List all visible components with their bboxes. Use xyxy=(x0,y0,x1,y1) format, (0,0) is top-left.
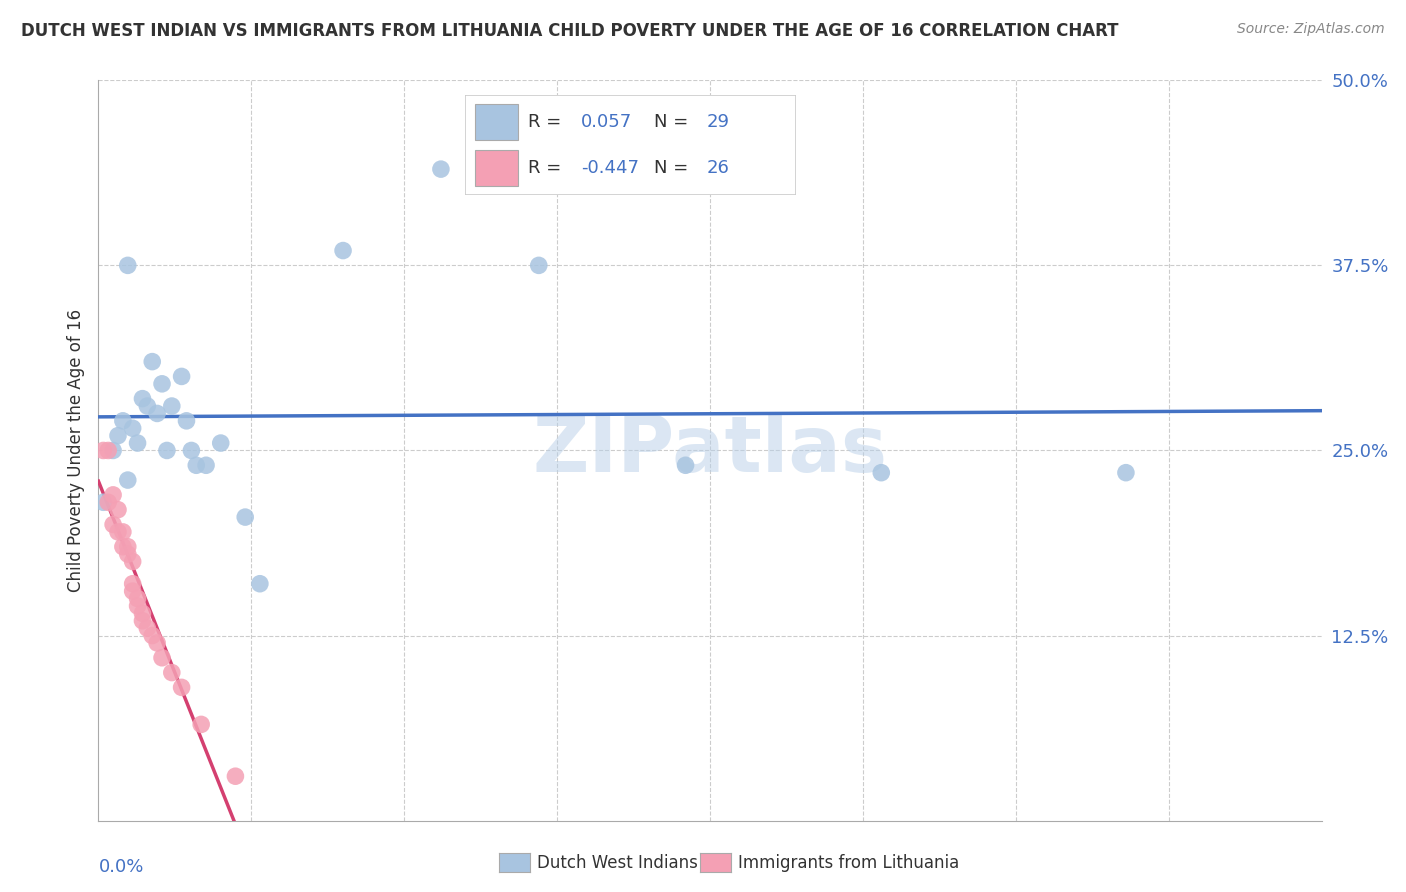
Point xyxy=(195,458,218,473)
Point xyxy=(101,488,124,502)
Point xyxy=(136,399,159,413)
Point xyxy=(91,443,114,458)
Point xyxy=(101,443,124,458)
Point xyxy=(190,717,212,731)
Point xyxy=(150,650,173,665)
Point xyxy=(141,354,163,368)
Text: 0.0%: 0.0% xyxy=(98,858,143,876)
Point xyxy=(107,524,129,539)
Point xyxy=(121,576,143,591)
Point xyxy=(160,665,183,680)
Point xyxy=(180,443,202,458)
Point xyxy=(170,369,193,384)
Text: ZIPatlas: ZIPatlas xyxy=(533,412,887,489)
Text: Immigrants from Lithuania: Immigrants from Lithuania xyxy=(738,854,959,871)
Point xyxy=(107,502,129,516)
Y-axis label: Child Poverty Under the Age of 16: Child Poverty Under the Age of 16 xyxy=(66,309,84,592)
Point xyxy=(675,458,697,473)
Point xyxy=(127,599,149,613)
Point xyxy=(131,607,153,621)
Point xyxy=(101,517,124,532)
Point xyxy=(332,244,354,258)
Point xyxy=(127,436,149,450)
Point xyxy=(131,392,153,406)
Point xyxy=(870,466,893,480)
Point xyxy=(209,436,232,450)
Point xyxy=(121,584,143,599)
Point xyxy=(117,259,139,273)
Point xyxy=(117,540,139,554)
Point xyxy=(430,162,453,177)
Point xyxy=(97,495,120,509)
Point xyxy=(249,576,271,591)
Point xyxy=(127,591,149,606)
Point xyxy=(186,458,208,473)
Text: Dutch West Indians: Dutch West Indians xyxy=(537,854,697,871)
Point xyxy=(117,473,139,487)
Point xyxy=(146,636,169,650)
Point xyxy=(107,428,129,442)
Point xyxy=(141,628,163,642)
Point xyxy=(121,555,143,569)
Point xyxy=(111,414,134,428)
Point xyxy=(170,681,193,695)
Text: Source: ZipAtlas.com: Source: ZipAtlas.com xyxy=(1237,22,1385,37)
Point xyxy=(121,421,143,435)
Point xyxy=(117,547,139,561)
Point xyxy=(224,769,246,783)
Point xyxy=(1115,466,1137,480)
Point xyxy=(527,259,550,273)
Point xyxy=(111,540,134,554)
Point xyxy=(136,621,159,635)
Point xyxy=(156,443,179,458)
Point xyxy=(91,495,114,509)
Point xyxy=(233,510,256,524)
Point xyxy=(176,414,198,428)
Point xyxy=(131,614,153,628)
Text: DUTCH WEST INDIAN VS IMMIGRANTS FROM LITHUANIA CHILD POVERTY UNDER THE AGE OF 16: DUTCH WEST INDIAN VS IMMIGRANTS FROM LIT… xyxy=(21,22,1119,40)
Point xyxy=(150,376,173,391)
Point xyxy=(160,399,183,413)
Point xyxy=(97,443,120,458)
Point xyxy=(111,524,134,539)
Point xyxy=(146,407,169,421)
